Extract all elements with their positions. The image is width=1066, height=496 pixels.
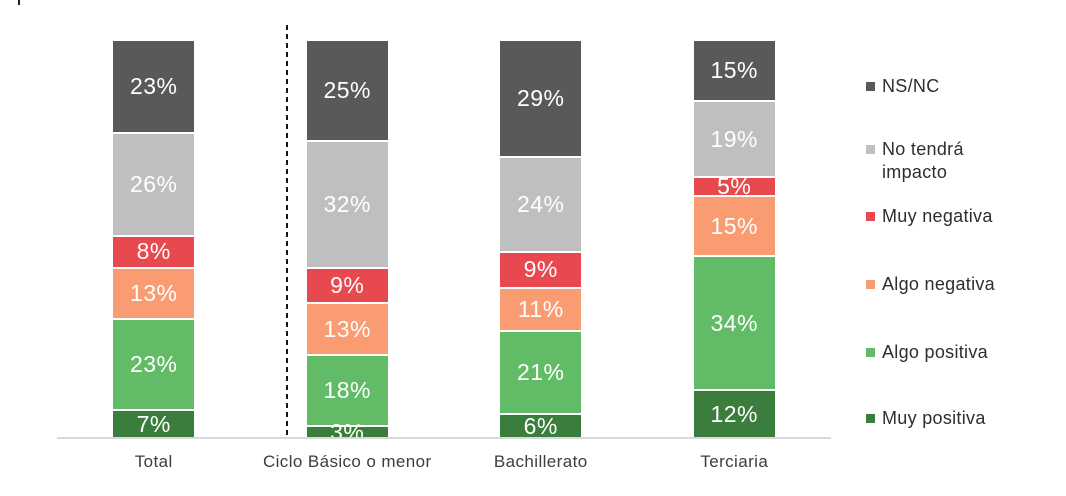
legend-label: NS/NC: [882, 76, 940, 96]
legend-item-muy-negativa: Muy negativa: [866, 205, 993, 228]
segment-value-label: 19%: [710, 125, 759, 152]
bar-segment-ciclo-basico-o-menor-muy-negativa: 9%: [306, 266, 388, 303]
category-label-bachillerato: Bachillerato: [493, 452, 588, 471]
segment-value-label: 8%: [136, 238, 171, 265]
legend-swatch-icon: [866, 414, 875, 423]
bar-segment-bachillerato-ns-nc: 29%: [500, 41, 582, 156]
legend-swatch-icon: [866, 280, 875, 289]
segment-value-label: 13%: [323, 315, 372, 342]
category-label-terciaria: Terciaria: [700, 452, 769, 471]
axis-corner-tick: [18, 0, 20, 5]
bar-segment-ciclo-basico-o-menor-algo-positiva: 18%: [306, 353, 388, 426]
segment-value-label: 15%: [710, 57, 759, 84]
bar-segment-bachillerato-no-tendra-impacto: 24%: [500, 155, 582, 251]
bar-segment-total-algo-negativa: 13%: [113, 266, 195, 319]
x-axis-baseline: [57, 437, 831, 439]
segment-value-label: 34%: [710, 309, 759, 336]
bar-segment-bachillerato-muy-negativa: 9%: [500, 250, 582, 287]
bar-slot-total: 23% 26% 8% 13% 23% 7%: [57, 0, 251, 437]
legend-item-muy-positiva: Muy positiva: [866, 407, 986, 430]
bar-segment-bachillerato-muy-positiva: 6%: [500, 412, 582, 439]
segment-value-label: 15%: [710, 212, 759, 239]
segment-value-label: 7%: [136, 410, 171, 437]
bar-segment-ciclo-basico-o-menor-ns-nc: 25%: [306, 41, 388, 141]
bar-segment-total-muy-negativa: 8%: [113, 235, 195, 267]
legend-label: Algo negativa: [882, 274, 995, 294]
bar-segment-total-ns-nc: 23%: [113, 41, 195, 133]
segment-value-label: 3%: [330, 418, 365, 445]
stacked-bar-ciclo-basico-o-menor: 25% 32% 9% 13% 18% 3%: [306, 41, 388, 443]
segment-value-label: 11%: [517, 295, 564, 322]
segment-value-label: 29%: [516, 84, 565, 111]
bar-segment-total-no-tendra-impacto: 26%: [113, 132, 195, 236]
bar-slot-terciaria: 15% 19% 5% 15% 34% 12%: [638, 0, 832, 437]
segment-value-label: 6%: [523, 412, 558, 439]
total-separator-dashed-line: [286, 25, 288, 438]
bar-segment-terciaria-no-tendra-impacto: 19%: [693, 100, 775, 176]
bars-row: 23% 26% 8% 13% 23% 7% 25% 32% 9% 13% 18% 3% 29% 24% 9%…: [57, 0, 832, 443]
legend-swatch-icon: [866, 82, 875, 91]
bar-segment-terciaria-algo-negativa: 15%: [693, 195, 775, 255]
bar-segment-ciclo-basico-o-menor-no-tendra-impacto: 32%: [306, 140, 388, 267]
segment-value-label: 13%: [129, 279, 178, 306]
bar-segment-terciaria-ns-nc: 15%: [693, 41, 775, 101]
bar-segment-ciclo-basico-o-menor-algo-negativa: 13%: [306, 302, 388, 354]
segment-value-label: 18%: [323, 376, 372, 403]
legend-swatch-icon: [866, 212, 875, 221]
bar-segment-bachillerato-algo-positiva: 21%: [500, 330, 582, 414]
stacked-bar-terciaria: 15% 19% 5% 15% 34% 12%: [693, 41, 775, 437]
legend-label: No tendrá impacto: [882, 139, 964, 183]
category-label-total: Total: [134, 452, 173, 471]
bar-segment-ciclo-basico-o-menor-muy-positiva: 3%: [306, 420, 388, 443]
bar-slot-ciclo-basico-o-menor: 25% 32% 9% 13% 18% 3%: [251, 0, 445, 443]
legend-item-ns-nc: NS/NC: [866, 75, 940, 98]
segment-value-label: 23%: [129, 351, 178, 378]
segment-value-label: 32%: [323, 190, 372, 217]
category-axis: Total Ciclo Básico o menor Bachillerato Ter…: [57, 452, 831, 472]
legend-item-no-tendra-impacto: No tendrá impacto: [866, 138, 1000, 185]
segment-value-label: 26%: [129, 171, 178, 198]
bar-segment-bachillerato-algo-negativa: 11%: [500, 286, 582, 331]
bar-segment-total-algo-positiva: 23%: [113, 318, 195, 410]
legend-swatch-icon: [866, 145, 875, 154]
bar-segment-terciaria-muy-negativa: 5%: [693, 173, 775, 200]
segment-value-label: 21%: [516, 359, 565, 386]
legend-item-algo-negativa: Algo negativa: [866, 273, 995, 296]
legend: NS/NC No tendrá impacto Muy negativa Algo n…: [866, 0, 1056, 496]
bar-segment-total-muy-positiva: 7%: [113, 409, 195, 437]
bar-segment-terciaria-muy-positiva: 12%: [693, 389, 775, 437]
segment-value-label: 12%: [710, 400, 759, 427]
legend-label: Algo positiva: [882, 342, 988, 362]
segment-value-label: 9%: [523, 256, 558, 283]
segment-value-label: 5%: [717, 173, 752, 200]
plot-area: 23% 26% 8% 13% 23% 7% 25% 32% 9% 13% 18% 3% 29% 24% 9%…: [57, 0, 832, 443]
legend-label: Muy positiva: [882, 408, 986, 428]
segment-value-label: 24%: [516, 190, 565, 217]
stacked-bar-bachillerato: 29% 24% 9% 11% 21% 6%: [500, 41, 582, 439]
legend-swatch-icon: [866, 348, 875, 357]
bar-slot-bachillerato: 29% 24% 9% 11% 21% 6%: [444, 0, 638, 437]
legend-item-algo-positiva: Algo positiva: [866, 341, 988, 364]
segment-value-label: 9%: [330, 272, 365, 299]
bar-segment-terciaria-algo-positiva: 34%: [693, 254, 775, 390]
stacked-bar-total: 23% 26% 8% 13% 23% 7%: [113, 41, 195, 437]
segment-value-label: 23%: [129, 73, 178, 100]
segment-value-label: 25%: [323, 77, 372, 104]
category-label-ciclo-basico-o-menor: Ciclo Básico o menor: [262, 452, 432, 471]
legend-label: Muy negativa: [882, 206, 993, 226]
